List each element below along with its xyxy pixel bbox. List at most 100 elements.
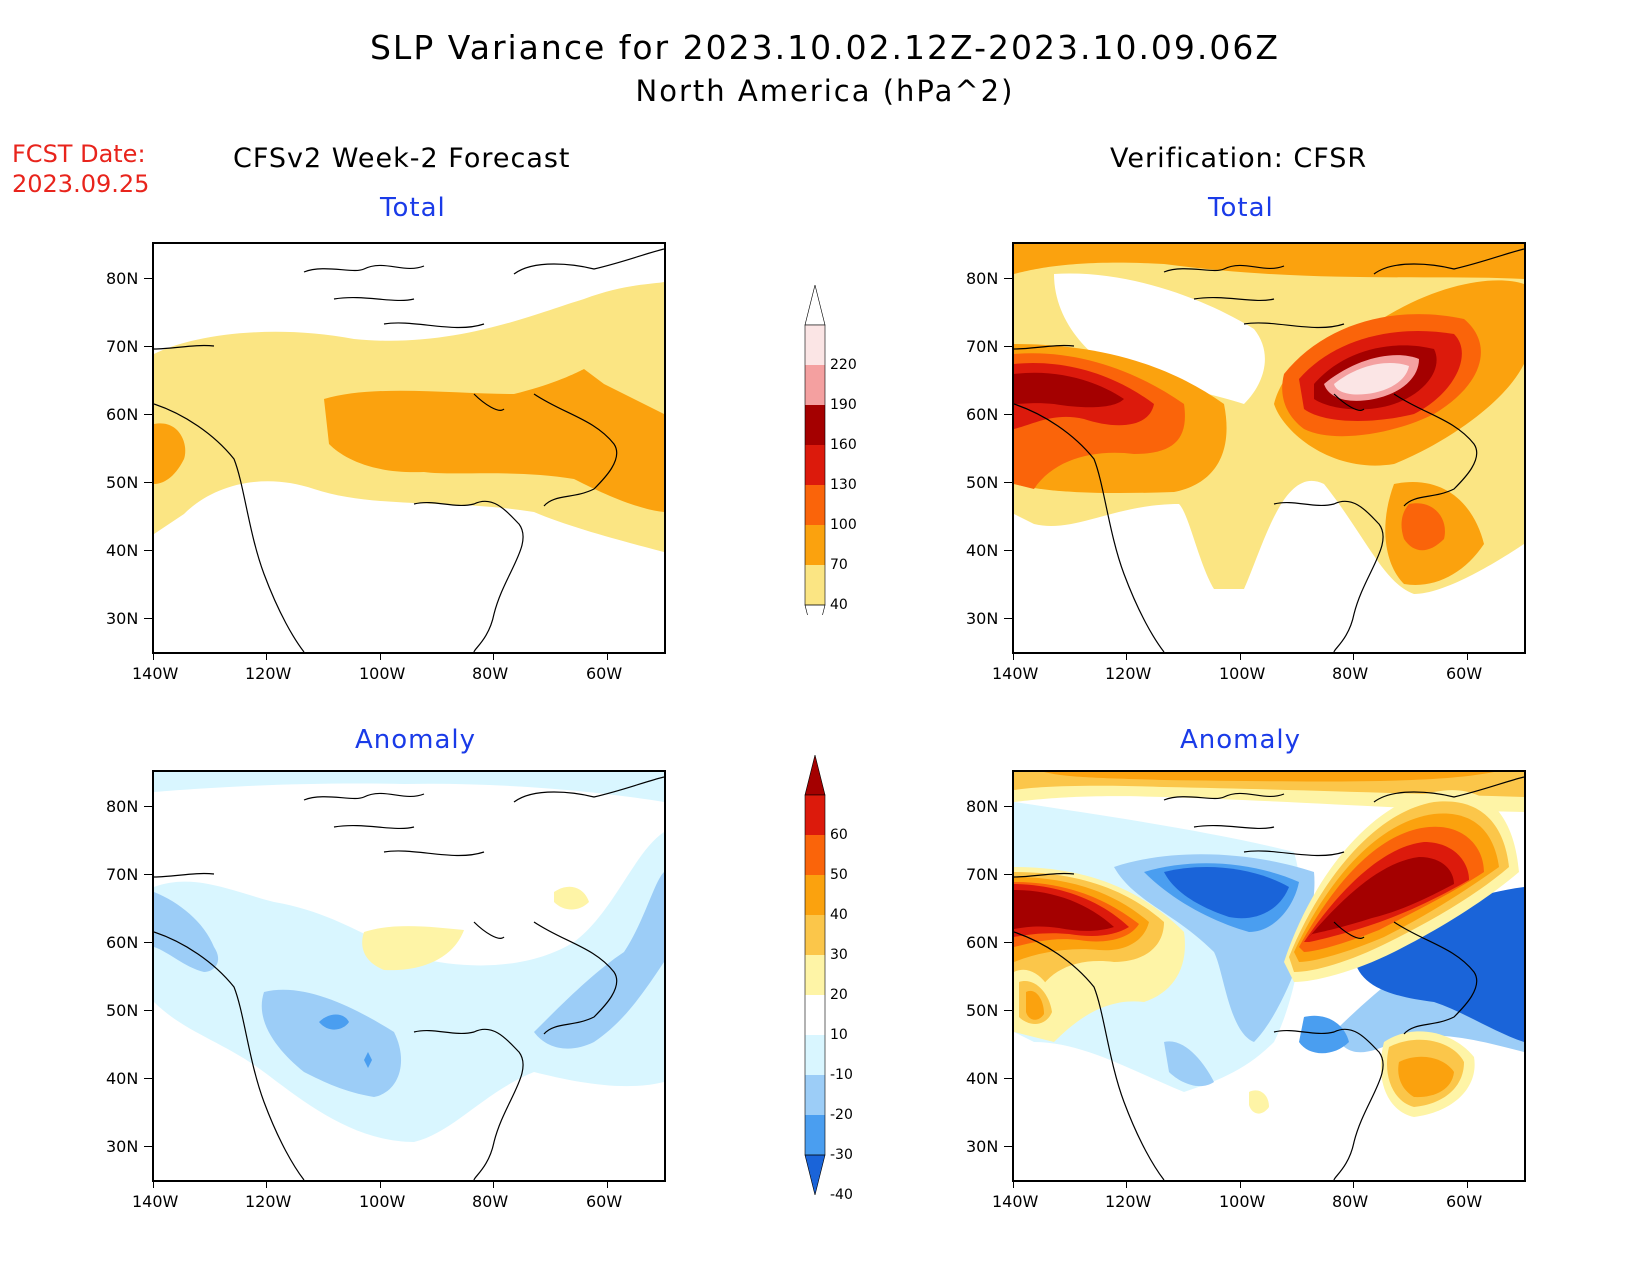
forecast-total-lat-label: 30N <box>106 609 139 628</box>
colorbar-segment <box>805 1075 825 1115</box>
forecast-anomaly-lon-label: 60W <box>586 1192 623 1211</box>
verification-anomaly-lat-tick <box>1004 1010 1012 1011</box>
forecast-total-lat-label: 40N <box>106 541 139 560</box>
forecast-total-lat-label: 80N <box>106 269 139 288</box>
forecast-anomaly-lat-label: 50N <box>106 1001 139 1020</box>
forecast-column-title: CFSv2 Week-2 Forecast <box>233 143 571 174</box>
forecast-total-lon-tick <box>493 652 494 660</box>
anomaly-neg30-spot <box>364 1052 372 1068</box>
colorbar-top-arrow <box>804 284 826 326</box>
anomaly-pos10-region-ne <box>554 886 589 910</box>
forecast-total-lon-label: 60W <box>586 664 623 683</box>
forecast-total-lon-tick <box>607 652 608 660</box>
forecast-total-field <box>154 248 664 652</box>
variance-70-region-north <box>1014 244 1524 279</box>
colorbar-level-label: 60 <box>830 827 848 843</box>
forecast-anomaly-field <box>154 772 664 1180</box>
colorbar-level-label: 70 <box>830 557 848 573</box>
verification-anomaly-lat-tick <box>1004 942 1012 943</box>
verification-anomaly-lon-label: 100W <box>1219 1192 1266 1211</box>
forecast-anomaly-lat-label: 80N <box>106 797 139 816</box>
verification-total-title: Total <box>1208 193 1274 223</box>
colorbar-segment <box>805 525 825 565</box>
verification-total-lat-label: 80N <box>966 269 999 288</box>
forecast-total-lat-tick <box>144 550 152 551</box>
coastline <box>154 248 664 652</box>
forecast-anomaly-lon-tick <box>266 1180 267 1188</box>
forecast-anomaly-lon-tick <box>380 1180 381 1188</box>
anomaly-neg10-region <box>154 832 664 1142</box>
verification-anomaly-lon-label: 140W <box>992 1192 1039 1211</box>
verification-anomaly-map <box>1012 770 1526 1182</box>
verification-anomaly-lat-label: 30N <box>966 1137 999 1156</box>
forecast-total-lat-label: 60N <box>106 405 139 424</box>
variance-70-region-west <box>154 423 186 484</box>
verification-anomaly-lat-tick <box>1004 1078 1012 1079</box>
colorbar-segment <box>805 1035 825 1075</box>
forecast-anomaly-lon-label: 80W <box>472 1192 509 1211</box>
colorbar-level-label: 220 <box>830 357 857 373</box>
verification-anomaly-lat-label: 50N <box>966 1001 999 1020</box>
colorbar-segment <box>805 445 825 485</box>
variance-100-region-se <box>1401 503 1445 551</box>
verification-total-lon-label: 100W <box>1219 664 1266 683</box>
low-variance-gap <box>1054 273 1265 404</box>
verification-anomaly-lat-label: 70N <box>966 865 999 884</box>
verification-anomaly-lat-label: 60N <box>966 933 999 952</box>
verification-anomaly-lon-tick <box>1126 1180 1127 1188</box>
colorbar-segment <box>805 835 825 875</box>
verification-total-lat-tick <box>1004 482 1012 483</box>
colorbar-level-label: -20 <box>830 1107 853 1123</box>
forecast-total-lat-tick <box>144 346 152 347</box>
colorbar-level-label: 30 <box>830 947 848 963</box>
forecast-total-lon-tick <box>153 652 154 660</box>
colorbar-level-label: -10 <box>830 1067 853 1083</box>
anomaly-neg20-region-east <box>534 872 664 1049</box>
colorbar-segment <box>805 405 825 445</box>
anomaly-neg40-region-east <box>1354 887 1524 1042</box>
forecast-total-lat-tick <box>144 618 152 619</box>
fcst-date-value: 2023.09.25 <box>12 170 150 198</box>
forecast-total-lon-tick <box>266 652 267 660</box>
forecast-total-lat-label: 50N <box>106 473 139 492</box>
variance-70-region <box>324 369 664 512</box>
verification-anomaly-lon-tick <box>1013 1180 1014 1188</box>
verification-total-lat-tick <box>1004 414 1012 415</box>
colorbar-frame <box>804 794 826 1156</box>
anomaly-neg20-region-sw <box>1164 1041 1214 1087</box>
verification-total-lon-label: 80W <box>1332 664 1369 683</box>
anomaly-neg20-region-central <box>261 989 402 1097</box>
anomaly-pos30-region-sw <box>1026 990 1044 1020</box>
forecast-total-lat-label: 70N <box>106 337 139 356</box>
anomaly-pos30-region-se <box>1398 1056 1454 1098</box>
verification-total-lat-tick <box>1004 550 1012 551</box>
verification-total-map <box>1012 242 1526 654</box>
verification-anomaly-lon-tick <box>1240 1180 1241 1188</box>
verification-anomaly-lon-label: 120W <box>1105 1192 1152 1211</box>
anomaly-pos60-region-east <box>1309 857 1454 937</box>
verification-total-field <box>1014 244 1524 652</box>
verification-anomaly-lat-tick <box>1004 874 1012 875</box>
colorbar-top-arrow <box>804 754 826 796</box>
forecast-anomaly-lon-tick <box>607 1180 608 1188</box>
forecast-total-lon-label: 80W <box>472 664 509 683</box>
forecast-anomaly-lat-label: 60N <box>106 933 139 952</box>
colorbar-level-label: 50 <box>830 867 848 883</box>
forecast-total-lon-label: 100W <box>359 664 406 683</box>
total-colorbar <box>800 284 830 646</box>
colorbar-level-label: -40 <box>830 1187 853 1203</box>
anomaly-colorbar <box>800 754 830 1199</box>
forecast-total-map <box>152 242 666 654</box>
verification-anomaly-title: Anomaly <box>1180 725 1302 755</box>
anomaly-neg40-region-north <box>1164 867 1289 919</box>
verification-total-lon-label: 140W <box>992 664 1039 683</box>
verification-total-lon-tick <box>1126 652 1127 660</box>
verification-anomaly-lon-label: 60W <box>1446 1192 1483 1211</box>
forecast-total-lat-tick <box>144 278 152 279</box>
fcst-date-label: FCST Date: <box>12 140 146 168</box>
forecast-anomaly-lat-tick <box>144 1010 152 1011</box>
coastline <box>1014 248 1524 652</box>
forecast-anomaly-title: Anomaly <box>355 725 477 755</box>
colorbar-level-label: 10 <box>830 1027 848 1043</box>
verification-anomaly-lat-tick <box>1004 1146 1012 1147</box>
